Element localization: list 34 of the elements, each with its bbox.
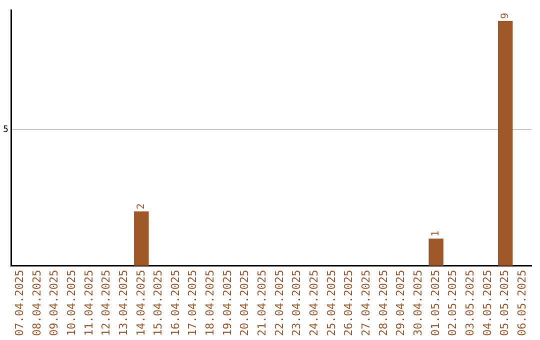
x-tick-label: 06.05.2025	[516, 270, 529, 336]
x-tick-label: 10.04.2025	[64, 270, 78, 336]
data-label: 2	[136, 203, 147, 210]
x-tick-label: 25.04.2025	[324, 270, 338, 336]
x-tick-label: 22.04.2025	[272, 270, 286, 336]
x-tick-label: 08.04.2025	[30, 270, 44, 336]
x-tick-label: 19.04.2025	[220, 270, 234, 336]
x-tick-label: 16.04.2025	[168, 270, 182, 336]
x-tick-label: 27.04.2025	[360, 270, 373, 336]
x-tick-label: 09.04.2025	[48, 270, 61, 336]
x-tick-label: 03.05.2025	[464, 270, 477, 336]
x-tick-label: 21.04.2025	[256, 270, 269, 336]
x-tick-label: 07.04.2025	[12, 270, 26, 336]
x-tick-label: 04.05.2025	[480, 270, 494, 336]
y-tick-label: 5	[2, 125, 8, 136]
x-tick-label: 29.04.2025	[394, 270, 408, 336]
x-tick-label: 15.04.2025	[152, 270, 165, 336]
x-tick-label: 24.04.2025	[308, 270, 321, 336]
x-tick-label: 12.04.2025	[100, 270, 113, 336]
x-tick-label: 18.04.2025	[204, 270, 217, 336]
x-tick-label: 28.04.2025	[376, 270, 390, 336]
x-tick-label: 17.04.2025	[186, 270, 200, 336]
x-tick-label: 30.04.2025	[412, 270, 425, 336]
x-tick-label: 20.04.2025	[238, 270, 252, 336]
x-tick-label: 26.04.2025	[342, 270, 356, 336]
x-tick-label: 01.05.2025	[428, 270, 442, 336]
x-tick-label: 23.04.2025	[290, 270, 304, 336]
data-label: 1	[430, 230, 442, 237]
x-tick-label: 13.04.2025	[116, 270, 130, 336]
x-tick-label: 11.04.2025	[82, 270, 96, 336]
data-label: 9	[500, 12, 511, 19]
x-tick-label: 14.04.2025	[134, 270, 148, 336]
x-tick-label: 05.05.2025	[498, 270, 512, 336]
x-tick-label: 02.05.2025	[446, 270, 460, 336]
